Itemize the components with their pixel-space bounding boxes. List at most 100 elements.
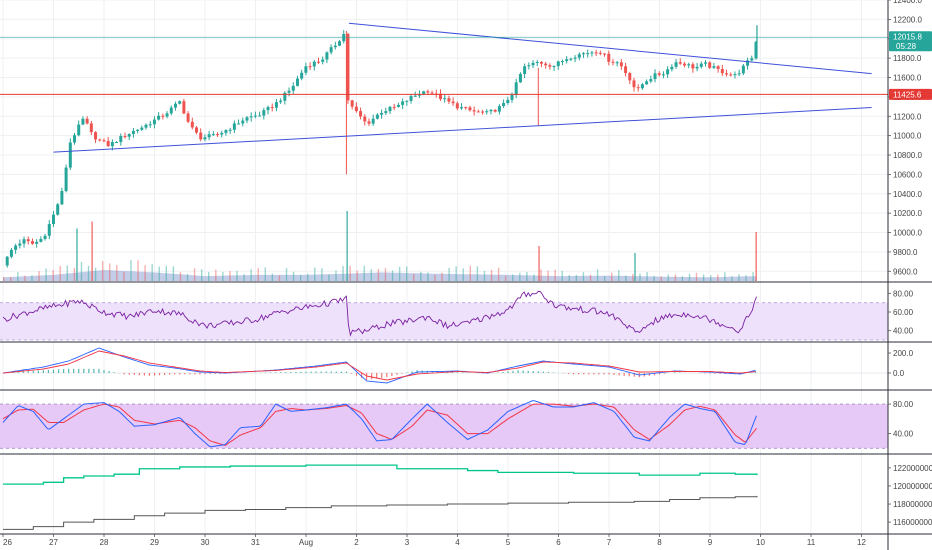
candle-body xyxy=(498,106,501,112)
axis-tick-label: 11800.0 xyxy=(893,54,922,63)
volume-bar xyxy=(314,267,315,281)
candle-body xyxy=(464,107,467,108)
volume-spike xyxy=(755,232,757,281)
candle-body xyxy=(128,134,131,137)
volume-bar xyxy=(3,277,4,281)
candle-body xyxy=(98,139,101,140)
candle-body xyxy=(288,91,291,93)
candle-body xyxy=(523,66,526,74)
candle-body xyxy=(380,113,383,115)
candle-body xyxy=(35,242,38,244)
time-tick-label: 8 xyxy=(657,538,662,547)
candle-body xyxy=(557,61,560,66)
candle-body xyxy=(296,79,299,86)
candle-body xyxy=(540,62,543,64)
candle-body xyxy=(376,115,379,119)
candle-body xyxy=(532,63,535,65)
volume-bar xyxy=(300,275,301,281)
time-tick-label: 10 xyxy=(756,538,765,547)
candle-body xyxy=(262,110,265,115)
candle-body xyxy=(586,53,589,54)
axis-tick-label: 11600.0 xyxy=(893,74,922,83)
candle-body xyxy=(81,119,84,125)
candle-body xyxy=(603,54,606,55)
candle-body xyxy=(140,128,143,130)
volume-bar xyxy=(328,274,329,281)
volume-bar xyxy=(52,270,53,281)
time-tick-label: 30 xyxy=(201,538,210,547)
stochastic-panel[interactable] xyxy=(0,401,888,449)
candle-body xyxy=(443,98,446,99)
axis-tick-label: 40.00 xyxy=(893,430,914,439)
volume-bar xyxy=(109,263,110,281)
candle-body xyxy=(56,204,59,214)
volume-spike xyxy=(538,246,540,281)
candle-body xyxy=(52,215,55,224)
candle-body xyxy=(191,122,194,128)
time-tick-label: 27 xyxy=(49,538,58,547)
volume-bar xyxy=(463,268,464,281)
volume-bar xyxy=(392,270,393,281)
time-tick-label: 28 xyxy=(100,538,109,547)
candle-body xyxy=(199,133,202,140)
volume-bar xyxy=(498,268,499,281)
volume-bar xyxy=(10,277,11,281)
candle-body xyxy=(65,168,68,191)
candle-body xyxy=(389,107,392,111)
volume-bar xyxy=(385,268,386,281)
volume-bar xyxy=(604,276,605,281)
candle-body xyxy=(679,62,682,63)
candle-body xyxy=(132,131,135,134)
volume-bar xyxy=(399,267,400,281)
candle-body xyxy=(696,67,699,69)
volume-bar xyxy=(173,266,174,281)
candle-body xyxy=(330,47,333,52)
volume-bar xyxy=(159,267,160,281)
candle-body xyxy=(574,58,577,59)
volume-bar xyxy=(554,270,555,281)
candle-body xyxy=(174,104,177,108)
time-tick-label: Aug xyxy=(299,538,313,547)
candle-body xyxy=(553,66,556,67)
candle-body xyxy=(170,108,173,114)
candle-body xyxy=(195,127,198,132)
axis-tick-label: 120000000.0 xyxy=(893,482,932,491)
candle-body xyxy=(279,101,282,102)
candle-body xyxy=(372,119,375,124)
axis-tick-label: 122000000.0 xyxy=(893,464,932,473)
axis-tick-label: 200.0 xyxy=(893,349,914,358)
axis-tick-label: 10000.0 xyxy=(893,229,922,238)
candle-body xyxy=(578,54,581,57)
candle-body xyxy=(590,52,593,53)
volume-bar xyxy=(675,274,676,281)
candle-body xyxy=(401,101,404,104)
candle-body xyxy=(599,53,602,54)
volume-bar xyxy=(335,271,336,281)
candle-body xyxy=(300,73,303,79)
axis-tick-label: 12400.0 xyxy=(893,0,922,5)
volume-bar xyxy=(470,266,471,281)
volume-bar xyxy=(689,274,690,281)
volume-bar xyxy=(576,275,577,281)
volume-bar xyxy=(321,268,322,281)
axis-tick-label: 10200.0 xyxy=(893,209,922,218)
candle-body xyxy=(414,96,417,97)
volume-bar xyxy=(81,262,82,281)
candle-body xyxy=(94,132,97,139)
volume-bar xyxy=(229,271,230,281)
candle-body xyxy=(359,111,362,116)
candle-body xyxy=(536,62,539,63)
volume-bar xyxy=(45,268,46,281)
volume-spike xyxy=(76,229,78,282)
candle-body xyxy=(481,112,484,113)
volume-bar xyxy=(533,275,534,281)
volume-bar xyxy=(745,275,746,281)
candle-body xyxy=(666,69,669,74)
candle-body xyxy=(166,113,169,116)
volume-bar xyxy=(201,269,202,281)
candle-body xyxy=(511,95,514,100)
time-tick-label: 3 xyxy=(405,538,410,547)
volume-bar xyxy=(88,266,89,281)
candle-body xyxy=(624,66,627,73)
